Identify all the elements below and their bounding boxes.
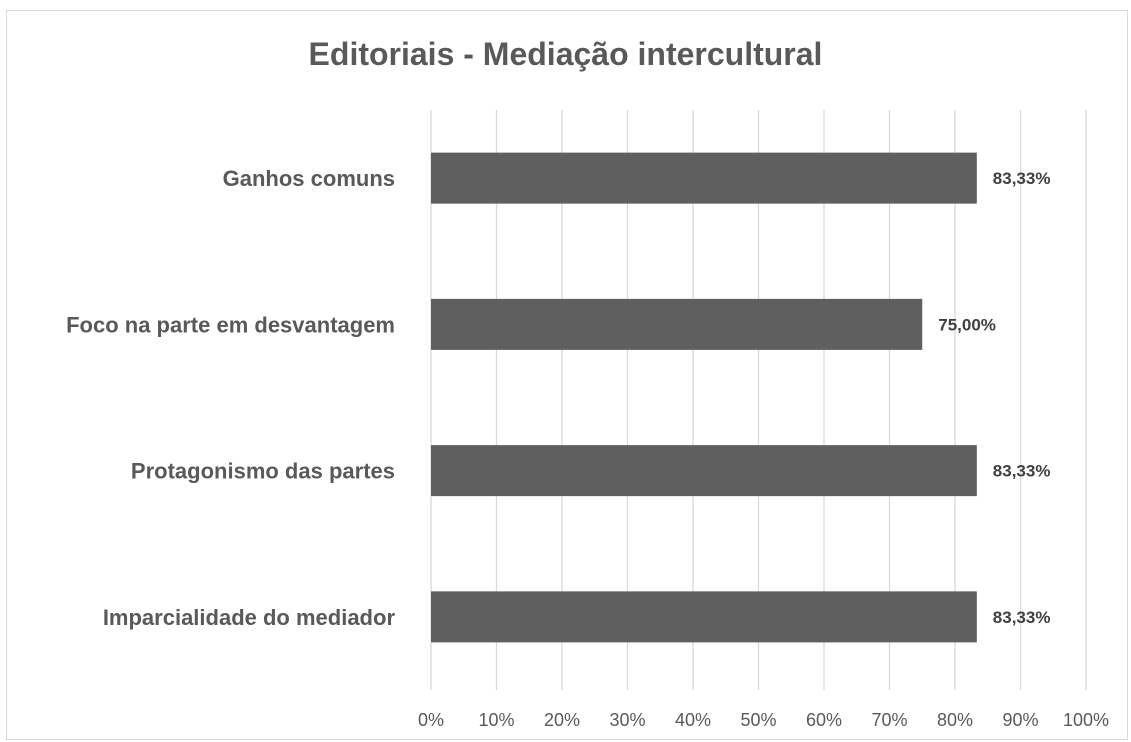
bar xyxy=(431,591,977,643)
data-label: 83,33% xyxy=(993,169,1051,188)
bar xyxy=(431,298,923,350)
chart-title: Editoriais - Mediação intercultural xyxy=(308,36,823,72)
x-tick-label: 70% xyxy=(871,710,907,730)
category-label: Imparcialidade do mediador xyxy=(103,605,396,630)
bar xyxy=(431,445,977,497)
x-tick-label: 10% xyxy=(478,710,514,730)
data-label: 75,00% xyxy=(938,315,996,334)
category-label: Ganhos comuns xyxy=(223,166,395,191)
category-label: Protagonismo das partes xyxy=(131,459,395,484)
x-tick-label: 50% xyxy=(740,710,776,730)
category-label: Foco na parte em desvantagem xyxy=(66,312,395,337)
x-tick-label: 90% xyxy=(1002,710,1038,730)
bar xyxy=(431,152,977,204)
bars xyxy=(431,152,977,643)
x-tick-label: 30% xyxy=(609,710,645,730)
x-tick-label: 40% xyxy=(675,710,711,730)
data-label: 83,33% xyxy=(993,608,1051,627)
labels: 0% 10% 20% 30% 40% 50% 60% 70% 80% 90% 100% Ganhos … xyxy=(66,166,1109,730)
x-tick-label: 0% xyxy=(418,710,444,730)
x-tick-label: 60% xyxy=(806,710,842,730)
x-tick-label: 80% xyxy=(937,710,973,730)
chart-frame xyxy=(6,10,1128,740)
x-tick-label: 20% xyxy=(544,710,580,730)
x-tick-label: 100% xyxy=(1063,710,1109,730)
data-label: 83,33% xyxy=(993,462,1051,481)
